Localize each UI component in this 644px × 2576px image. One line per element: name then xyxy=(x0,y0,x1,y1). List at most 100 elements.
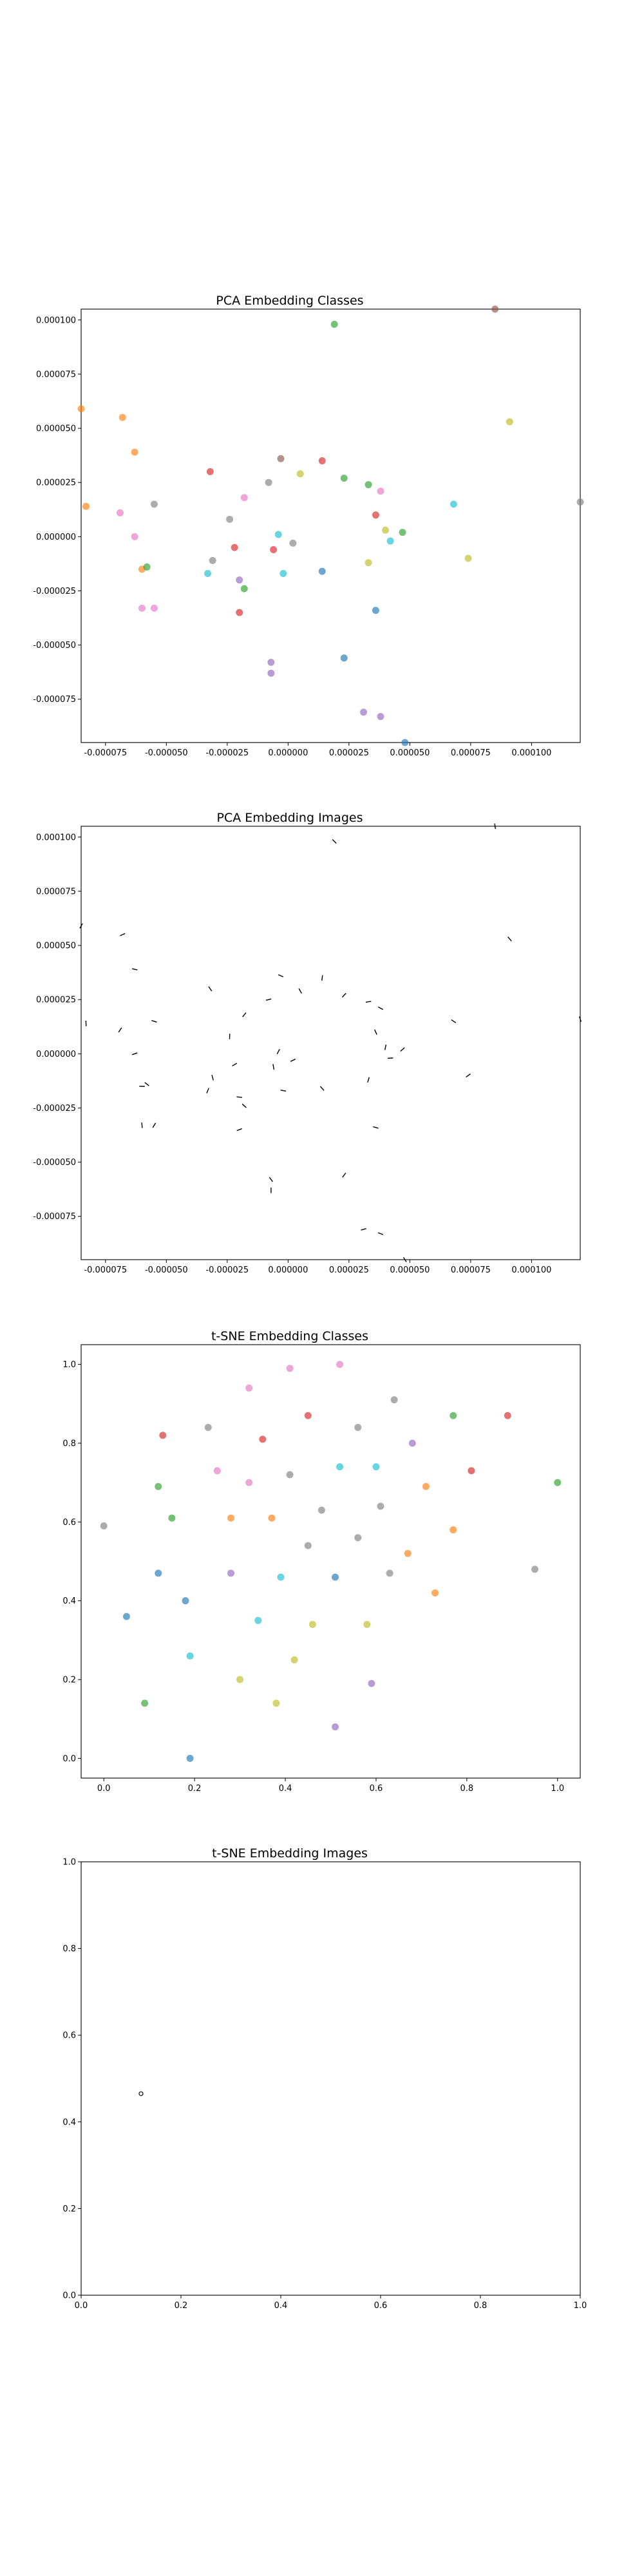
image-thumbnail-mark xyxy=(242,1012,247,1018)
y-tick-label: 0.6 xyxy=(62,1518,76,1528)
scatter-point xyxy=(226,515,234,523)
scatter-point xyxy=(382,526,390,534)
tsne-classes-ticks: 0.0 0.2 0.4 0.6 0.8 1.0 0.0 0.2 0.4 0.6 0.8 1.0 xyxy=(62,1360,564,1794)
scatter-point xyxy=(506,418,513,426)
x-tick-label: -0.000025 xyxy=(205,748,249,758)
tsne-classes-points xyxy=(100,1361,562,1762)
y-tick-label: 0.4 xyxy=(62,1596,76,1606)
image-thumbnail-mark xyxy=(269,1177,273,1182)
y-tick-label: 0.000000 xyxy=(36,1050,76,1059)
scatter-point xyxy=(277,1573,285,1581)
scatter-point xyxy=(336,1463,344,1471)
pca-images-ticks: -0.000075 -0.000050 -0.000025 0.000000 0.000… xyxy=(33,833,551,1275)
image-thumbnail-mark xyxy=(365,1001,372,1003)
scatter-point xyxy=(131,448,138,456)
scatter-point xyxy=(227,1514,234,1522)
scatter-point xyxy=(227,1569,234,1577)
pca-images-panel: PCA Embedding Images -0.000075 -0.000050-… xyxy=(33,811,582,1275)
y-tick-label: -0.000025 xyxy=(33,1104,76,1113)
image-thumbnail-mark xyxy=(211,1075,214,1081)
scatter-point xyxy=(531,1566,539,1573)
scatter-point xyxy=(268,1514,276,1522)
image-thumbnail-mark xyxy=(131,968,138,971)
scatter-point xyxy=(186,1754,194,1762)
scatter-point xyxy=(286,1471,294,1479)
image-thumbnail-mark xyxy=(332,839,337,844)
tsne-classes-plot-frame xyxy=(80,1344,581,1779)
scatter-point xyxy=(286,1365,294,1372)
image-thumbnail-mark xyxy=(341,992,346,998)
scatter-point xyxy=(82,502,90,510)
scatter-point xyxy=(408,1439,416,1447)
scatter-point xyxy=(464,554,472,562)
pca-images-marks xyxy=(79,823,582,1262)
scatter-point xyxy=(365,481,372,489)
image-thumbnail-mark xyxy=(278,974,284,978)
y-tick-label: 0.000075 xyxy=(36,887,76,896)
x-tick-label: 0.8 xyxy=(460,1784,474,1794)
image-thumbnail-mark xyxy=(367,1077,370,1083)
x-tick-label: 0.2 xyxy=(175,2301,188,2311)
image-thumbnail-mark xyxy=(400,1047,405,1052)
pca-classes-ticks: -0.000075 -0.000050 -0.000025 0.000000 0.000… xyxy=(33,316,551,758)
y-tick-label: 0.4 xyxy=(62,2117,76,2127)
image-thumbnail-mark xyxy=(276,1048,280,1055)
y-tick-label: 0.6 xyxy=(62,2031,76,2041)
scatter-point xyxy=(363,1620,371,1628)
scatter-point xyxy=(360,708,368,716)
y-tick-label: -0.000050 xyxy=(33,1158,76,1168)
scatter-point xyxy=(368,1680,375,1687)
scatter-point xyxy=(118,413,126,421)
image-thumbnail-mark xyxy=(298,988,302,994)
x-tick-label: -0.000075 xyxy=(84,1265,127,1275)
scatter-point xyxy=(296,470,304,478)
image-thumbnail-mark xyxy=(138,2091,144,2096)
image-thumbnail-mark xyxy=(451,1019,457,1023)
pca-images-plot-frame xyxy=(80,826,581,1260)
image-thumbnail-mark xyxy=(118,1027,122,1033)
image-thumbnail-mark xyxy=(280,1090,287,1092)
scatter-point xyxy=(576,498,584,506)
y-tick-label: 0.000025 xyxy=(36,996,76,1005)
x-tick-label: 1.0 xyxy=(551,1784,564,1794)
image-thumbnail-mark xyxy=(152,1122,156,1128)
x-tick-label: 0.000075 xyxy=(451,748,491,758)
x-tick-label: 0.4 xyxy=(274,2301,288,2311)
x-tick-label: 0.8 xyxy=(474,2301,488,2311)
x-tick-label: 0.000075 xyxy=(451,1265,491,1275)
image-thumbnail-mark xyxy=(229,1034,231,1039)
scatter-point xyxy=(259,1435,267,1443)
image-thumbnail-mark xyxy=(377,1232,384,1235)
image-thumbnail-mark xyxy=(507,936,512,942)
scatter-point xyxy=(155,1569,162,1577)
scatter-point xyxy=(204,570,212,578)
scatter-point xyxy=(468,1467,475,1475)
x-tick-label: 0.2 xyxy=(188,1784,202,1794)
scatter-point xyxy=(318,457,326,465)
y-tick-label: -0.000050 xyxy=(33,641,76,650)
pca-images-title: PCA Embedding Images xyxy=(217,811,363,825)
x-tick-label: 0.000025 xyxy=(329,748,369,758)
scatter-point xyxy=(450,1526,457,1534)
scatter-point xyxy=(318,567,326,575)
y-tick-label: 0.000100 xyxy=(36,833,76,842)
scatter-point xyxy=(267,669,275,677)
pca-classes-points xyxy=(77,305,584,746)
scatter-point xyxy=(236,576,243,584)
scatter-point xyxy=(245,1384,253,1392)
scatter-point xyxy=(290,1656,298,1663)
image-thumbnail-mark xyxy=(466,1073,471,1078)
scatter-point xyxy=(240,585,248,592)
x-tick-label: 0.000050 xyxy=(390,1265,430,1275)
y-tick-label: 0.2 xyxy=(62,2204,76,2214)
scatter-point xyxy=(354,1423,362,1431)
y-tick-label: 0.8 xyxy=(62,1439,76,1448)
y-tick-label: -0.000075 xyxy=(33,1212,76,1222)
x-tick-label: -0.000075 xyxy=(84,748,127,758)
scatter-point xyxy=(340,474,348,482)
scatter-point xyxy=(206,468,214,475)
scatter-point xyxy=(354,1534,362,1542)
x-tick-label: 0.6 xyxy=(370,1784,383,1794)
image-thumbnail-mark xyxy=(361,1228,366,1231)
scatter-point xyxy=(377,1502,384,1510)
